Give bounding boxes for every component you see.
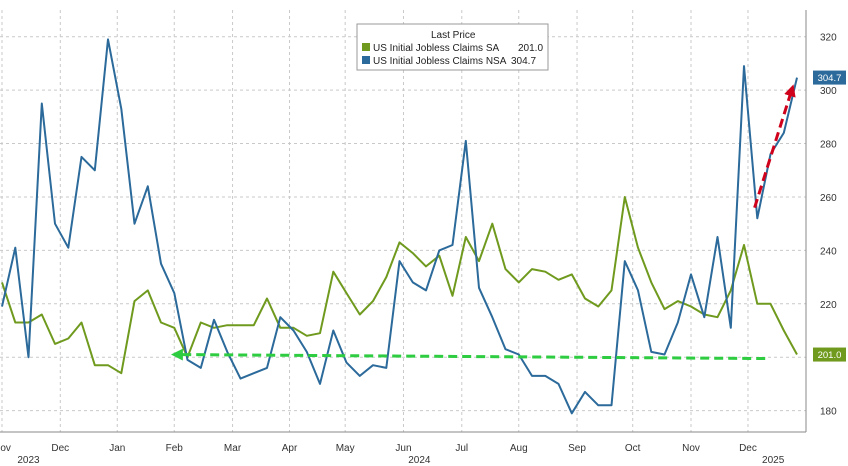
badge-value: 201.0 xyxy=(818,350,842,361)
last-value-badge-nsa: 304.7 xyxy=(813,70,846,85)
axes: 180200220240260280300320NovDecJanFebMarA… xyxy=(0,10,846,466)
legend-value-sa: 201.0 xyxy=(518,43,543,54)
y-tick-label: 320 xyxy=(820,33,837,44)
x-tick-label: Jun xyxy=(395,443,411,454)
series-line-sa xyxy=(1,196,798,375)
series-line-nsa xyxy=(1,38,798,415)
legend-label-sa: US Initial Jobless Claims SA xyxy=(373,43,499,54)
year-label: 2024 xyxy=(408,455,431,466)
x-tick-label: Nov xyxy=(0,443,11,454)
x-tick-label: Dec xyxy=(739,443,757,454)
x-tick-label: May xyxy=(336,443,355,454)
last-value-badge-sa: 201.0 xyxy=(813,347,846,362)
y-tick-label: 180 xyxy=(820,407,837,418)
badge-background xyxy=(813,70,846,85)
x-tick-label: Aug xyxy=(510,443,528,454)
annotations xyxy=(170,84,796,361)
legend-box xyxy=(356,23,549,71)
badge-value: 304.7 xyxy=(818,73,842,84)
year-label: 2025 xyxy=(762,455,785,466)
series-lines xyxy=(1,38,798,415)
x-tick-label: Nov xyxy=(682,443,700,454)
y-tick-label: 240 xyxy=(820,246,837,257)
legend-swatch-nsa xyxy=(362,56,370,64)
legend-swatch-sa xyxy=(362,43,370,51)
legend-label-nsa: US Initial Jobless Claims NSA xyxy=(373,56,507,67)
legend-title: Last Price xyxy=(431,30,476,41)
badge-background xyxy=(813,347,846,362)
x-tick-label: Dec xyxy=(51,443,69,454)
x-tick-label: Mar xyxy=(224,443,242,454)
x-tick-label: Jul xyxy=(455,443,468,454)
y-tick-label: 260 xyxy=(820,193,837,204)
green-trend-arrow xyxy=(170,348,766,361)
x-tick-label: Sep xyxy=(568,443,586,454)
legend: Last Price US Initial Jobless Claims SA … xyxy=(356,23,549,71)
x-tick-label: Apr xyxy=(282,443,298,454)
grid xyxy=(0,10,806,432)
x-tick-label: Feb xyxy=(166,443,184,454)
legend-value-nsa: 304.7 xyxy=(511,56,536,67)
x-tick-label: Oct xyxy=(625,443,641,454)
y-tick-label: 280 xyxy=(820,140,837,151)
year-label: 2023 xyxy=(17,455,40,466)
y-tick-label: 300 xyxy=(820,86,837,97)
red-trend-arrow xyxy=(753,84,796,209)
x-tick-label: Jan xyxy=(109,443,125,454)
y-tick-label: 220 xyxy=(820,300,837,311)
